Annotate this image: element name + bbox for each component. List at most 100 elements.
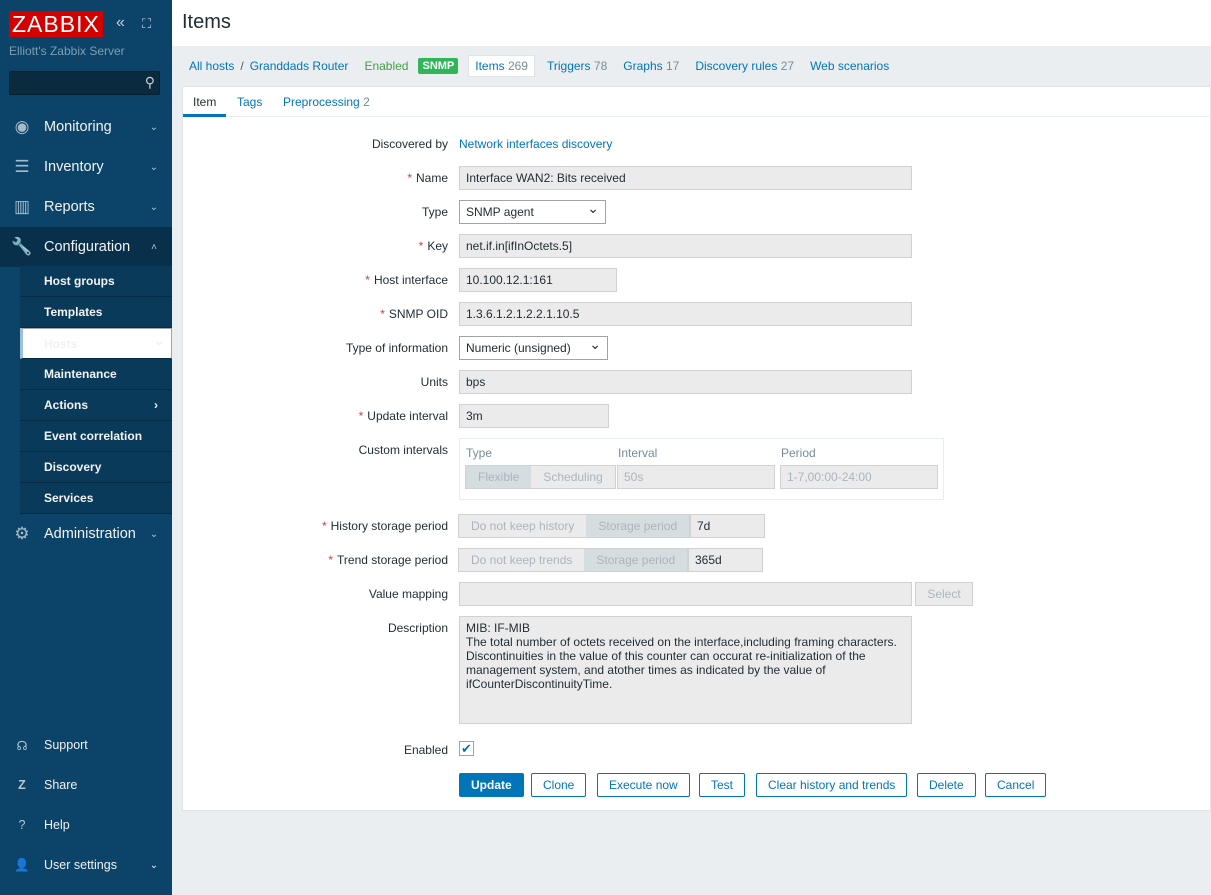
history-mode-toggle[interactable]: Do not keep history Storage period [458,514,691,538]
nav-count: 17 [665,59,680,73]
nav-label: Discovery rules [695,59,778,73]
clone-button[interactable]: Clone [531,773,587,797]
submenu-hosts[interactable]: Hosts [20,325,172,359]
collapse-sidebar-icon[interactable]: « [116,14,125,31]
submenu-host-groups[interactable]: Host groups [20,266,172,297]
menu-user-settings[interactable]: 👤 User settings ⌄ [0,845,172,885]
nav-label: Triggers [546,59,591,73]
configuration-submenu: Host groups Templates Hosts Maintenance … [20,266,172,514]
delete-button[interactable]: Delete [917,773,976,797]
menu-label: Configuration [44,239,131,255]
description-textarea[interactable]: MIB: IF-MIB The total number of octets r… [459,616,912,724]
submenu-actions[interactable]: Actions › [20,390,172,421]
menu-label: Administration [44,526,136,542]
menu-administration[interactable]: ⚙ Administration ⌄ [0,514,172,554]
custom-period-input[interactable]: 1-7,00:00-24:00 [780,465,938,489]
cancel-button[interactable]: Cancel [985,773,1047,797]
test-button[interactable]: Test [699,773,746,797]
storage-period-option[interactable]: Storage period [586,515,690,537]
custom-interval-input[interactable]: 50s [617,465,775,489]
host-navigation: All hosts / Granddads Router Enabled SNMP… [182,55,905,77]
eye-icon: ◉ [14,117,30,136]
search-icon[interactable]: ⚲ [144,74,155,90]
menu-share[interactable]: Z Share [0,765,172,805]
submenu-templates[interactable]: Templates [20,297,172,328]
column-header-interval: Interval [618,446,658,460]
interval-type-toggle[interactable]: Flexible Scheduling [465,465,616,489]
chevron-right-icon: › [154,398,158,412]
sidebar: ZABBIX « ⛶ Elliott's Zabbix Server ⚲ ◉ Mo… [0,0,172,895]
do-not-keep-trends-option[interactable]: Do not keep trends [459,549,585,571]
enabled-checkbox[interactable]: ✔ [459,741,474,756]
update-button[interactable]: Update [459,773,524,797]
menu-configuration[interactable]: 🔧 Configuration ˄ [0,227,172,267]
menu-support[interactable]: ☊ Support [0,725,172,765]
type-of-information-select[interactable]: Numeric (unsigned) [459,333,608,360]
chevron-down-icon: ⌄ [149,161,159,173]
list-icon: ☰ [14,157,30,176]
type-select[interactable]: SNMP agent [459,197,606,224]
breadcrumb-host[interactable]: Granddads Router [249,59,349,73]
menu-label: User settings [44,858,117,872]
menu-reports[interactable]: ▥ Reports ⌄ [0,187,172,227]
tab-count: 2 [363,95,370,109]
breadcrumb-all-hosts[interactable]: All hosts [189,59,235,73]
update-interval-label: * Update interval [358,409,448,423]
tab-preprocessing[interactable]: Preprocessing 2 [283,95,370,109]
nav-discovery-rules[interactable]: Discovery rules 27 [695,59,794,73]
submenu-discovery[interactable]: Discovery [20,452,172,483]
select-value-mapping-button[interactable]: Select [915,582,973,606]
host-status[interactable]: Enabled [364,59,409,73]
page-header: Items [172,0,1211,46]
value-mapping-input[interactable] [459,582,912,606]
scheduling-option[interactable]: Scheduling [531,466,615,488]
description-label: Description [387,621,448,635]
clear-history-button[interactable]: Clear history and trends [756,773,908,797]
zabbix-logo[interactable]: ZABBIX [9,11,103,37]
units-input[interactable]: bps [459,370,912,394]
flexible-option[interactable]: Flexible [466,466,532,488]
nav-web-scenarios[interactable]: Web scenarios [810,59,890,73]
nav-label: Items [475,59,505,73]
page-title: Items [182,11,231,33]
chevron-down-icon: ⌄ [149,201,159,213]
tab-label: Preprocessing [283,95,360,109]
trend-mode-toggle[interactable]: Do not keep trends Storage period [458,548,689,572]
nav-count: 27 [780,59,795,73]
update-interval-input[interactable]: 3m [459,404,609,428]
chart-icon: ▥ [13,197,31,216]
submenu-maintenance[interactable]: Maintenance [20,359,172,390]
tab-item[interactable]: Item [183,95,227,117]
snmp-oid-input[interactable]: 1.3.6.1.2.1.2.2.1.10.5 [459,302,912,326]
nav-count: 78 [593,59,608,73]
nav-graphs[interactable]: Graphs 17 [623,59,679,73]
custom-intervals-label: Custom intervals [358,443,448,457]
tab-tags[interactable]: Tags [237,95,263,109]
custom-intervals-table: Type Interval Period Flexible Scheduling … [459,438,944,500]
trend-storage-label: * Trend storage period [328,553,448,567]
execute-now-button[interactable]: Execute now [597,773,690,797]
type-label: Type [421,205,448,219]
submenu-services[interactable]: Services [20,483,172,514]
kiosk-mode-icon[interactable]: ⛶ [142,16,152,31]
submenu-event-correlation[interactable]: Event correlation [20,421,172,452]
nav-triggers[interactable]: Triggers 78 [547,59,607,73]
discovered-by-link[interactable]: Network interfaces discovery [459,137,613,151]
history-input[interactable]: 7d [690,514,765,538]
menu-monitoring[interactable]: ◉ Monitoring ⌄ [0,107,172,147]
trend-input[interactable]: 365d [688,548,763,572]
storage-period-option[interactable]: Storage period [584,549,688,571]
host-interface-input[interactable]: 10.100.12.1:161 [459,268,617,292]
key-input[interactable]: net.if.in[ifInOctets.5] [459,234,912,258]
chevron-down-icon: ⌄ [149,121,159,133]
form-tabs: Item Tags Preprocessing 2 [183,87,1210,117]
chevron-down-icon: ⌄ [149,859,159,871]
enabled-label: Enabled [403,743,448,757]
search-input[interactable]: ⚲ [9,71,160,95]
do-not-keep-history-option[interactable]: Do not keep history [459,515,587,537]
name-input[interactable]: Interface WAN2: Bits received [459,166,912,190]
menu-inventory[interactable]: ☰ Inventory ⌄ [0,147,172,187]
nav-items[interactable]: Items 269 [468,55,535,77]
menu-help[interactable]: ? Help [0,805,172,845]
chevron-down-icon: ⌄ [149,528,159,540]
